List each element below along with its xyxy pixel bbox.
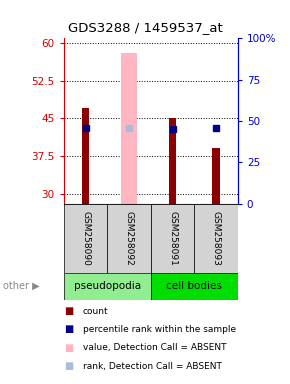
Text: GDS3288 / 1459537_at: GDS3288 / 1459537_at [68, 21, 222, 34]
Text: GSM258093: GSM258093 [211, 211, 221, 265]
Text: rank, Detection Call = ABSENT: rank, Detection Call = ABSENT [83, 362, 222, 371]
Text: percentile rank within the sample: percentile rank within the sample [83, 325, 236, 334]
Text: ■: ■ [64, 306, 73, 316]
Bar [168, 118, 176, 204]
Text: count: count [83, 306, 108, 316]
Bar [151, 273, 238, 300]
Text: other ▶: other ▶ [3, 281, 39, 291]
Text: cell bodies: cell bodies [166, 281, 222, 291]
Bar [151, 204, 194, 273]
Text: GSM258091: GSM258091 [168, 211, 177, 265]
Text: pseudopodia: pseudopodia [74, 281, 141, 291]
Text: GSM258092: GSM258092 [124, 211, 134, 265]
Bar [194, 204, 238, 273]
Bar [107, 204, 151, 273]
Text: ■: ■ [64, 343, 73, 353]
Text: ■: ■ [64, 324, 73, 334]
Bar [64, 273, 151, 300]
Bar [81, 108, 89, 204]
Text: value, Detection Call = ABSENT: value, Detection Call = ABSENT [83, 343, 226, 353]
Text: GSM258090: GSM258090 [81, 211, 90, 265]
Bar [64, 204, 107, 273]
Text: ■: ■ [64, 361, 73, 371]
Bar [212, 149, 220, 204]
Bar [122, 53, 137, 204]
